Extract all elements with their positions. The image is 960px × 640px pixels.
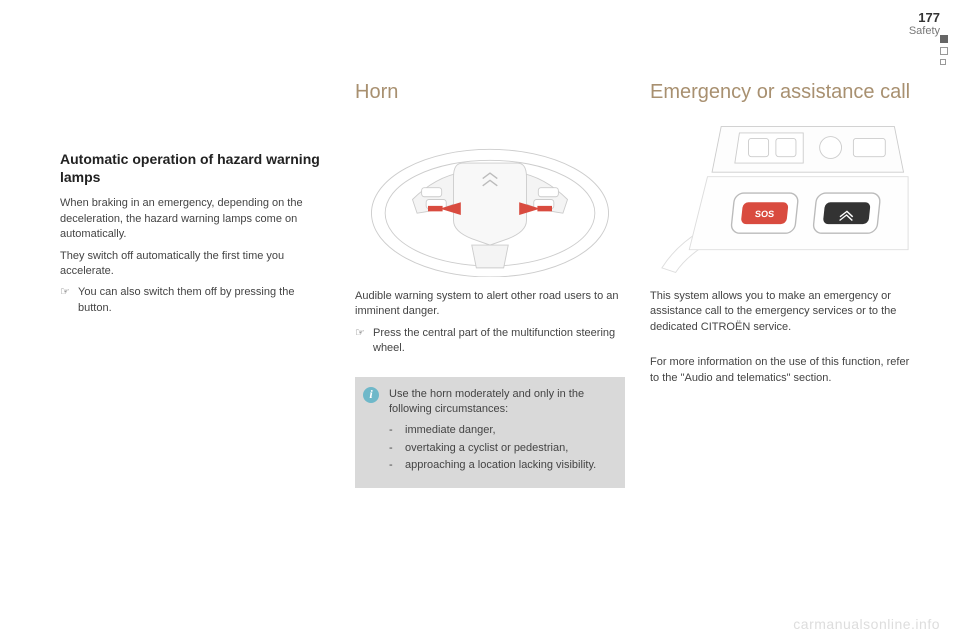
info-item-text: immediate danger, xyxy=(405,423,496,438)
emergency-para2: For more information on the use of this … xyxy=(650,355,920,386)
column-emergency-call: Emergency or assistance call SOS xyxy=(650,80,920,488)
hazard-para1: When braking in an emergency, depending … xyxy=(60,196,330,242)
hazard-para2: They switch off automatically the first … xyxy=(60,249,330,280)
content-columns: Automatic operation of hazard warning la… xyxy=(60,80,920,488)
emergency-para1: This system allows you to make an emerge… xyxy=(650,289,920,335)
horn-illustration xyxy=(355,122,625,277)
emergency-illustration: SOS xyxy=(650,122,920,277)
info-icon: i xyxy=(363,387,379,403)
marker-empty xyxy=(940,47,948,55)
info-item-text: approaching a location lacking visibilit… xyxy=(405,458,596,473)
horn-info-box: i Use the horn moderately and only in th… xyxy=(355,377,625,488)
hazard-bullet-text: You can also switch them off by pressing… xyxy=(78,285,330,316)
page-number: 177 xyxy=(909,10,940,25)
column-horn: Horn xyxy=(355,80,625,488)
horn-bullet-text: Press the central part of the multifunct… xyxy=(373,326,625,357)
info-item: - approaching a location lacking visibil… xyxy=(389,458,613,473)
info-item: - immediate danger, xyxy=(389,423,613,438)
dash-symbol: - xyxy=(389,458,405,473)
info-intro: Use the horn moderately and only in the … xyxy=(389,387,613,418)
section-label: Safety xyxy=(909,25,940,37)
bullet-symbol: ☞ xyxy=(60,285,78,316)
marker-empty xyxy=(940,59,946,65)
emergency-title: Emergency or assistance call xyxy=(650,80,920,104)
marker-filled xyxy=(940,35,948,43)
bullet-symbol: ☞ xyxy=(355,326,373,357)
dash-symbol: - xyxy=(389,441,405,456)
info-item: - overtaking a cyclist or pedestrian, xyxy=(389,441,613,456)
info-item-text: overtaking a cyclist or pedestrian, xyxy=(405,441,568,456)
page-header: 177 Safety xyxy=(909,10,940,37)
info-content: Use the horn moderately and only in the … xyxy=(389,387,613,474)
hazard-title: Automatic operation of hazard warning la… xyxy=(60,150,330,186)
side-markers xyxy=(940,35,950,69)
column-hazard-lamps: Automatic operation of hazard warning la… xyxy=(60,80,330,488)
horn-bullet: ☞ Press the central part of the multifun… xyxy=(355,326,625,357)
svg-text:SOS: SOS xyxy=(754,209,774,219)
watermark: carmanualsonline.info xyxy=(793,616,940,632)
horn-title: Horn xyxy=(355,80,625,104)
horn-caption: Audible warning system to alert other ro… xyxy=(355,289,625,320)
hazard-bullet: ☞ You can also switch them off by pressi… xyxy=(60,285,330,316)
dash-symbol: - xyxy=(389,423,405,438)
